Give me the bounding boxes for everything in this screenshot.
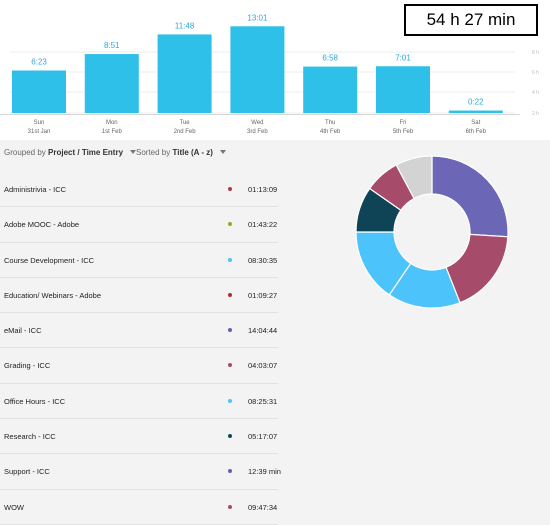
- list-item[interactable]: Support - ICC 12:39 min: [0, 454, 281, 490]
- weekly-chart-panel: 8 h 6 h 4 h 2 h 6:23 Sun 31st Jan 8:51 Mon 1st Fe…: [0, 0, 550, 140]
- entry-name: Grading - ICC: [4, 361, 51, 371]
- x-tick-date: 1st Feb: [102, 129, 123, 135]
- color-dot-icon: [228, 257, 232, 262]
- entry-name: Administrivia - ICC: [4, 185, 67, 194]
- list-item[interactable]: Adobe MOOC - Adobe 01:43:22: [0, 207, 278, 243]
- entry-name: WOW: [4, 502, 24, 512]
- entry-duration: 01:13:09: [248, 185, 278, 194]
- x-tick-day: Mon: [106, 120, 118, 126]
- entry-name: Education/ Webinars - Adobe: [4, 290, 102, 300]
- y-tick-label: 6 h: [532, 70, 539, 76]
- group-by-label: Grouped by: [4, 148, 46, 157]
- entry-duration: 01:43:22: [248, 220, 278, 230]
- x-tick-day: Thu: [325, 120, 335, 126]
- group-by-value: Project / Time Entry: [48, 148, 124, 157]
- color-dot-icon: [228, 187, 232, 191]
- daily-bar-chart: 8 h 6 h 4 h 2 h 6:23 Sun 31st Jan 8:51 Mon 1st Fe…: [0, 13, 539, 135]
- bar-wed[interactable]: [230, 26, 285, 113]
- x-tick-day: Sun: [34, 120, 45, 126]
- y-tick-label: 4 h: [532, 90, 539, 96]
- list-item[interactable]: eMail - ICC 14:04:44: [0, 313, 278, 349]
- entry-duration: 12:39 min: [248, 467, 281, 477]
- color-dot-icon: [228, 398, 232, 403]
- color-dot-icon: [228, 328, 232, 333]
- color-dot-icon: [228, 469, 232, 474]
- chevron-down-icon: [220, 150, 227, 154]
- entry-duration: 14:04:44: [248, 326, 278, 336]
- entry-duration: 01:09:27: [248, 290, 278, 300]
- entry-duration: 04:03:07: [248, 361, 278, 371]
- donut-slice-6[interactable]: [395, 155, 433, 200]
- entry-name: Support - ICC: [4, 467, 50, 477]
- entry-name: Course Development - ICC: [4, 255, 95, 265]
- x-tick-date: 4th Feb: [320, 129, 341, 135]
- x-tick-day: Fri: [400, 120, 407, 126]
- x-tick-date: 2nd Feb: [174, 129, 197, 135]
- list-item[interactable]: Office Hours - ICC 08:25:31: [0, 384, 278, 420]
- entry-duration: 08:25:31: [248, 396, 278, 406]
- donut-slice-0[interactable]: [431, 155, 509, 238]
- color-dot-icon: [228, 292, 232, 297]
- x-tick-date: 3rd Feb: [247, 129, 268, 135]
- x-tick-day: Sat: [471, 120, 480, 126]
- sort-by-dropdown[interactable]: Sorted by Title (A - z): [136, 148, 227, 157]
- chevron-down-icon: [130, 150, 137, 154]
- list-item[interactable]: Research - ICC 05:17:07: [0, 419, 278, 455]
- bar-value-label: 11:48: [175, 21, 195, 30]
- bar-fri[interactable]: [376, 66, 430, 113]
- sort-by-label: Sorted by: [136, 148, 171, 157]
- entry-name: eMail - ICC: [4, 326, 42, 336]
- bar-mon[interactable]: [84, 54, 139, 113]
- x-tick-day: Wed: [251, 120, 263, 126]
- sort-by-value: Title (A - z): [172, 148, 213, 157]
- group-by-dropdown[interactable]: Grouped by Project / Time Entry: [4, 148, 137, 157]
- list-item[interactable]: Education/ Webinars - Adobe 01:09:27: [0, 278, 278, 314]
- y-tick-label: 2 h: [532, 111, 539, 117]
- bar-value-label: 8:51: [104, 41, 120, 50]
- time-entry-list: Administrivia - ICC 01:13:09 Adobe MOOC - …: [0, 172, 281, 525]
- entry-duration: 05:17:07: [248, 432, 278, 442]
- bar-value-label: 6:58: [322, 54, 338, 63]
- x-tick-date: 6th Feb: [466, 129, 487, 135]
- entry-name: Office Hours - ICC: [4, 396, 66, 406]
- bar-tue[interactable]: [157, 34, 212, 113]
- bar-value-label: 7:01: [395, 53, 411, 62]
- list-item[interactable]: WOW 09:47:34: [0, 490, 278, 525]
- x-tick-date: 5th Feb: [393, 129, 414, 135]
- color-dot-icon: [228, 434, 232, 439]
- x-tick-date: 31st Jan: [28, 129, 51, 135]
- color-dot-icon: [228, 363, 232, 368]
- bar-value-label: 6:23: [31, 58, 47, 67]
- color-dot-icon: [228, 504, 232, 509]
- y-tick-label: 8 h: [532, 50, 539, 56]
- color-dot-icon: [228, 222, 232, 227]
- entry-name: Adobe MOOC - Adobe: [4, 220, 80, 230]
- entry-duration: 09:47:34: [248, 502, 278, 512]
- bar-value-label: 0:22: [468, 98, 484, 107]
- bar-sat[interactable]: [448, 110, 503, 113]
- bar-value-label: 13:01: [247, 13, 268, 22]
- project-donut-chart: [355, 155, 509, 309]
- entry-name: Research - ICC: [4, 432, 56, 442]
- bar-sun[interactable]: [12, 70, 66, 113]
- total-time-badge: 54 h 27 min: [404, 4, 538, 36]
- list-controls: Grouped by Project / Time Entry Sorted b…: [0, 143, 330, 163]
- list-item[interactable]: Administrivia - ICC 01:13:09: [0, 172, 278, 208]
- x-tick-day: Tue: [180, 120, 191, 126]
- entry-duration: 08:30:35: [248, 255, 278, 265]
- bar-thu[interactable]: [303, 66, 358, 113]
- list-item[interactable]: Grading - ICC 04:03:07: [0, 348, 278, 384]
- list-item[interactable]: Course Development - ICC 08:30:35: [0, 243, 278, 278]
